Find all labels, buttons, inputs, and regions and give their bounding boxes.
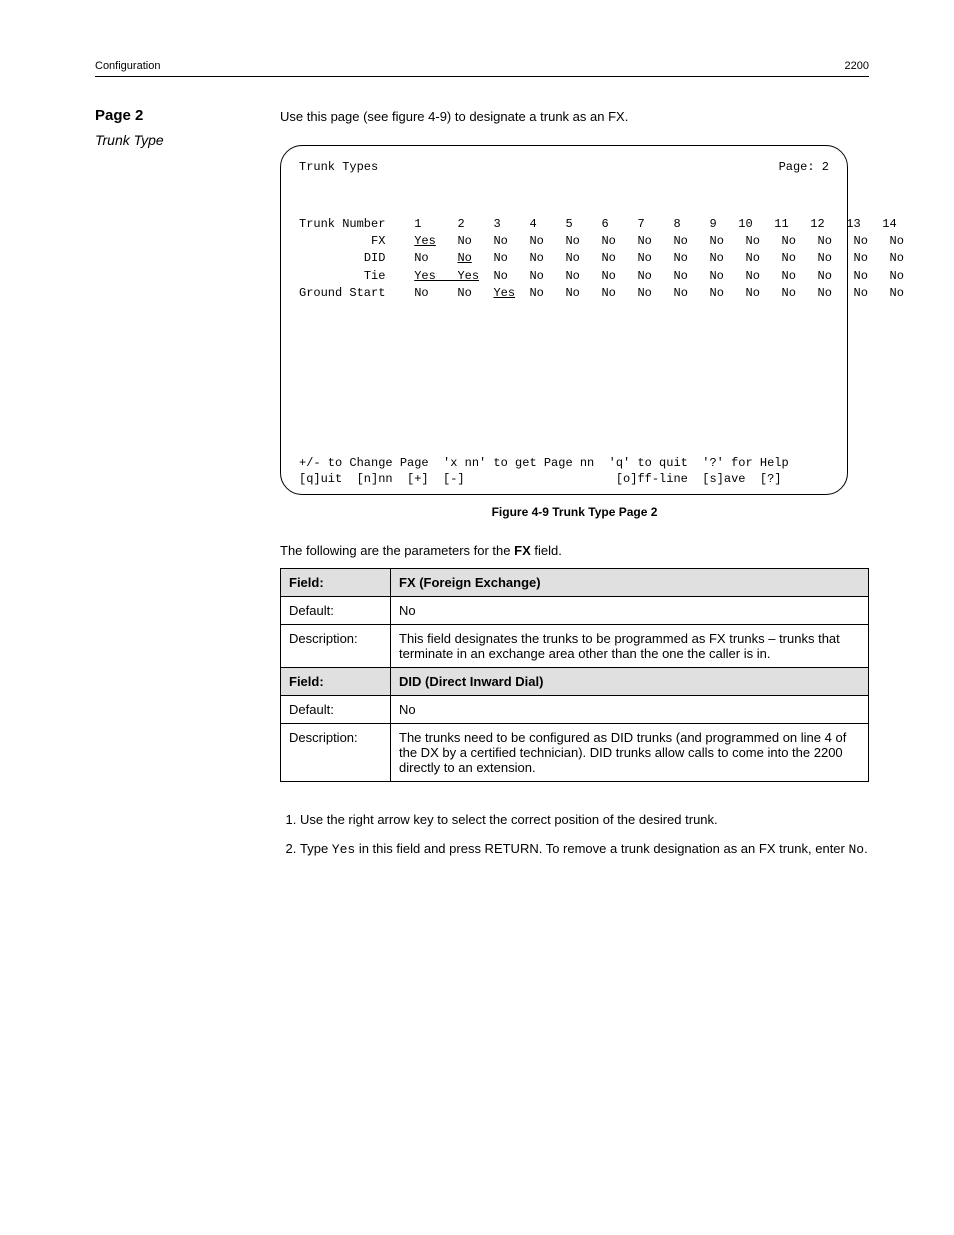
instruction-list: Use the right arrow key to select the co… xyxy=(280,810,869,860)
fx-selected-value: Yes xyxy=(414,234,436,248)
code-text: No xyxy=(848,842,864,857)
instruction-item: Type Yes in this field and press RETURN.… xyxy=(300,839,869,860)
cell-label: Description: xyxy=(281,723,391,781)
screen-bottom-line: [q]uit [n]nn [+] [-] [o]ff-line [s]ave [… xyxy=(299,472,829,486)
screen-row-did: DID No No No No No No No No No No No No … xyxy=(299,250,829,267)
instruction-item: Use the right arrow key to select the co… xyxy=(300,810,869,830)
content-area: Page 2 Trunk Type Use this page (see fig… xyxy=(95,107,869,870)
table-row: Description: The trunks need to be confi… xyxy=(281,723,869,781)
header-right: 2200 xyxy=(845,60,869,72)
intro-text: Use this page (see figure 4-9) to design… xyxy=(280,107,869,127)
cell-value: The trunks need to be configured as DID … xyxy=(391,723,869,781)
did-value: No xyxy=(457,251,471,265)
table-row: Field: FX (Foreign Exchange) xyxy=(281,568,869,596)
code-text: Yes xyxy=(332,842,355,857)
section-page-name: Trunk Type xyxy=(95,132,260,148)
cell-label: Default: xyxy=(281,596,391,624)
header-left: Configuration xyxy=(95,60,160,72)
screen-row-trunk-numbers: Trunk Number 1 2 3 4 5 6 7 8 9 10 11 12 … xyxy=(299,216,829,233)
screen-title-right: Page: 2 xyxy=(779,160,829,174)
right-column: Use this page (see figure 4-9) to design… xyxy=(280,107,869,870)
parameter-table-body: Field: FX (Foreign Exchange) Default: No… xyxy=(281,568,869,781)
gs-value: Yes xyxy=(493,286,515,300)
cell-label: Field: xyxy=(281,568,391,596)
cell-value: FX (Foreign Exchange) xyxy=(391,568,869,596)
table-row: Default: No xyxy=(281,695,869,723)
cell-value: No xyxy=(391,695,869,723)
cell-value: No xyxy=(391,596,869,624)
cell-label: Description: xyxy=(281,624,391,667)
tie-values: Yes Yes xyxy=(414,269,479,283)
screen-help-line: +/- to Change Page 'x nn' to get Page nn… xyxy=(299,456,829,470)
header-rule xyxy=(95,76,869,77)
figure-caption: Figure 4-9 Trunk Type Page 2 xyxy=(280,505,869,519)
screen-title-left: Trunk Types xyxy=(299,160,378,174)
screen-title-row: Trunk Types Page: 2 xyxy=(299,160,829,174)
table-row: Field: DID (Direct Inward Dial) xyxy=(281,667,869,695)
cell-value: This field designates the trunks to be p… xyxy=(391,624,869,667)
cell-label: Default: xyxy=(281,695,391,723)
table-row: Default: No xyxy=(281,596,869,624)
table-row: Description: This field designates the t… xyxy=(281,624,869,667)
terminal-screen-container: Trunk Types Page: 2 Trunk Number 1 2 3 4… xyxy=(280,145,869,495)
left-column: Page 2 Trunk Type xyxy=(95,107,260,870)
table-lead-text: The following are the parameters for the… xyxy=(280,543,869,558)
cell-value: DID (Direct Inward Dial) xyxy=(391,667,869,695)
section-page-label: Page 2 xyxy=(95,107,260,124)
screen-row-tie: Tie Yes Yes No No No No No No No No No N… xyxy=(299,268,829,285)
cell-label: Field: xyxy=(281,667,391,695)
page-header: Configuration 2200 xyxy=(95,60,869,76)
terminal-screen: Trunk Types Page: 2 Trunk Number 1 2 3 4… xyxy=(280,145,848,495)
screen-row-fx: FX Yes No No No No No No No No No No No … xyxy=(299,233,829,250)
screen-row-gs: Ground Start No No Yes No No No No No No… xyxy=(299,285,829,302)
parameter-table: Field: FX (Foreign Exchange) Default: No… xyxy=(280,568,869,782)
